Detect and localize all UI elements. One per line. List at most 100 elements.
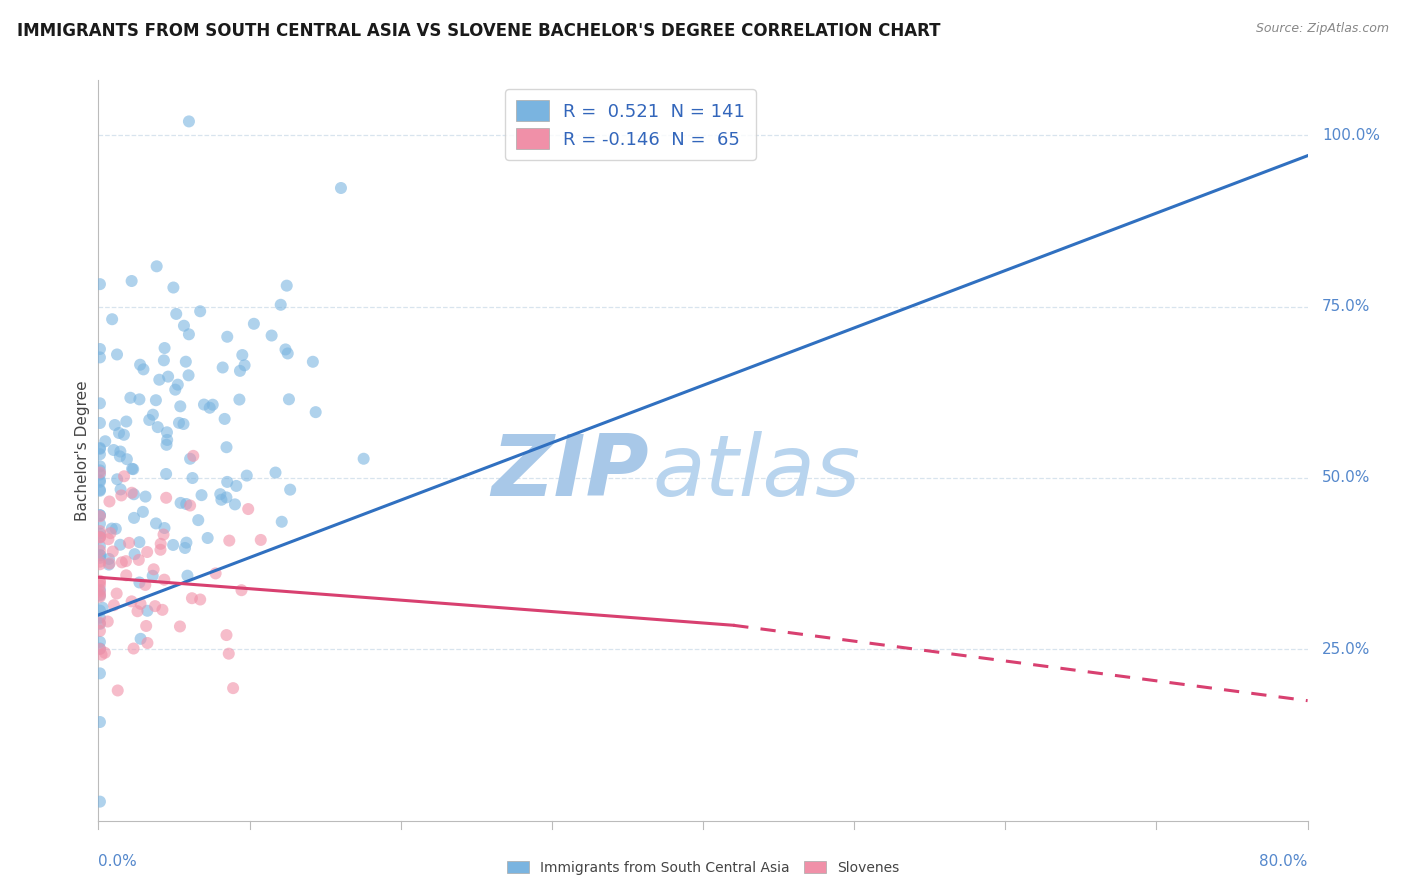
Point [89,508,111,523]
Point [152,603,174,617]
Point [217,475,239,489]
Point [89,447,111,461]
Point [135,619,157,633]
Point [128,535,150,549]
Point [105,586,128,600]
Point [108,425,131,440]
Point [145,393,167,408]
Point [169,496,191,510]
Point [121,485,143,500]
Point [110,444,132,458]
Point [89,524,111,538]
Point [153,573,176,587]
Point [225,479,247,493]
Point [156,433,179,447]
Point [112,427,135,442]
Point [149,537,172,551]
Point [209,487,232,501]
Point [89,442,111,456]
Point [89,543,111,558]
Point [136,604,159,618]
Point [89,635,111,649]
Point [121,274,143,288]
Point [215,491,238,505]
Point [181,591,204,606]
Point [89,641,111,656]
Point [224,497,246,511]
Point [181,449,204,463]
Point [145,260,167,274]
Point [89,508,111,523]
Text: 50.0%: 50.0% [1322,470,1371,485]
Point [231,348,253,362]
Point [89,558,111,572]
Point [115,415,138,429]
Point [121,594,143,608]
Point [100,526,122,541]
Point [153,353,176,368]
Point [89,574,111,588]
Point [238,502,260,516]
Point [89,466,111,480]
Point [89,526,111,541]
Point [190,488,212,502]
Point [89,475,111,489]
Point [101,522,124,536]
Point [148,373,170,387]
Point [166,377,188,392]
Point [218,647,240,661]
Text: 25.0%: 25.0% [1322,641,1371,657]
Y-axis label: Bachelor's Degree: Bachelor's Degree [75,380,90,521]
Point [155,438,177,452]
Point [169,619,191,633]
Point [181,471,204,485]
Point [215,628,238,642]
Point [108,538,131,552]
Point [115,452,138,467]
Point [110,488,132,502]
Point [89,589,111,603]
Point [134,578,156,592]
Point [179,451,201,466]
Point [138,413,160,427]
Point [89,483,111,498]
Point [89,509,111,524]
Point [89,467,111,482]
Point [89,516,111,531]
Point [89,539,111,553]
Point [149,542,172,557]
Point [89,795,111,809]
Point [217,330,239,344]
Point [177,114,200,128]
Point [89,624,111,638]
Point [162,538,184,552]
Point [146,420,169,434]
Point [177,368,200,383]
Point [108,450,131,464]
Point [276,278,298,293]
Point [142,408,165,422]
Legend: Immigrants from South Central Asia, Slovenes: Immigrants from South Central Asia, Slov… [501,855,905,880]
Point [129,632,152,646]
Point [89,277,111,292]
Point [107,683,129,698]
Point [120,391,142,405]
Point [89,530,111,544]
Point [89,590,111,604]
Point [231,583,253,598]
Point [89,666,111,681]
Point [222,681,245,695]
Point [270,298,292,312]
Point [165,307,187,321]
Point [270,515,292,529]
Point [115,554,138,568]
Point [105,472,128,486]
Point [89,342,111,356]
Point [233,359,256,373]
Point [136,636,159,650]
Point [94,434,117,449]
Point [89,483,111,497]
Point [94,646,117,660]
Point [127,604,149,618]
Point [129,597,152,611]
